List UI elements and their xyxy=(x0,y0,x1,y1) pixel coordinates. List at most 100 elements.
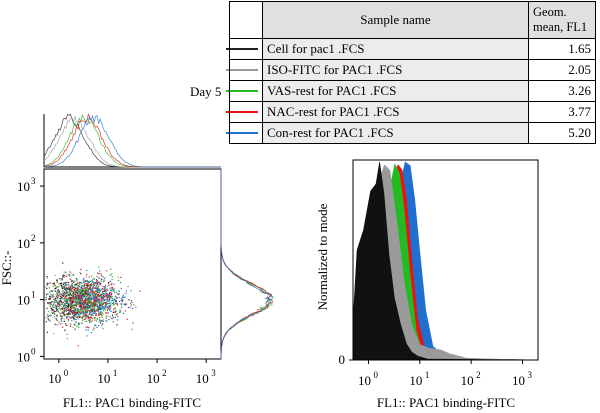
scatter-point xyxy=(69,275,71,277)
scatter-point xyxy=(89,298,91,301)
scatter-point xyxy=(74,324,76,326)
scatter-point xyxy=(61,306,63,308)
scatter-point xyxy=(80,298,83,300)
scatter-point xyxy=(81,299,83,301)
scatter-point xyxy=(83,294,85,296)
scatter-point xyxy=(71,284,73,286)
scatter-point xyxy=(113,307,116,309)
scatter-point xyxy=(55,318,57,320)
overlay-x-axis-label: FL1:: PAC1 binding-FITC xyxy=(377,395,515,410)
scatter-point xyxy=(65,292,67,294)
scatter-point xyxy=(91,291,93,293)
scatter-point xyxy=(92,311,94,313)
scatter-point xyxy=(111,286,113,288)
scatter-point xyxy=(75,303,77,306)
scatter-point xyxy=(97,276,99,278)
scatter-point xyxy=(62,310,64,312)
scatter-point xyxy=(75,295,77,297)
scatter-point xyxy=(96,317,98,320)
scatter-point xyxy=(66,312,68,315)
scatter-point xyxy=(87,288,89,291)
scatter-point xyxy=(102,281,104,283)
y-tick-label: 10 xyxy=(17,236,30,251)
scatter-point xyxy=(71,299,74,301)
scatter-point xyxy=(102,290,104,292)
scatter-point xyxy=(96,289,99,291)
scatter-point xyxy=(89,319,91,321)
scatter-point xyxy=(86,306,88,308)
scatter-point xyxy=(70,302,72,304)
scatter-point xyxy=(49,295,51,297)
scatter-point xyxy=(110,284,112,286)
scatter-point xyxy=(74,301,76,303)
scatter-point xyxy=(88,318,91,320)
scatter-point xyxy=(73,282,75,284)
scatter-point xyxy=(111,288,113,290)
scatter-point xyxy=(72,312,74,314)
scatter-point xyxy=(65,275,67,277)
scatter-point xyxy=(101,288,103,291)
scatter-point xyxy=(64,293,66,295)
scatter-point xyxy=(60,309,62,311)
scatter-point xyxy=(99,321,101,323)
scatter-point xyxy=(122,295,124,297)
scatter-point xyxy=(101,308,103,310)
scatter-point xyxy=(69,304,71,306)
scatter-point xyxy=(110,289,113,292)
scatter-point xyxy=(51,295,53,297)
scatter-point xyxy=(110,295,112,298)
scatter-point xyxy=(115,300,117,302)
scatter-point xyxy=(97,301,99,303)
scatter-point xyxy=(109,289,112,291)
scatter-point xyxy=(113,298,115,300)
scatter-point xyxy=(63,294,65,296)
scatter-point xyxy=(59,304,61,307)
scatter-point xyxy=(64,295,66,297)
scatter-point xyxy=(69,301,71,303)
scatter-point xyxy=(71,310,73,312)
scatter-point xyxy=(81,291,83,293)
scatter-point xyxy=(83,300,85,302)
scatter-point xyxy=(97,310,99,312)
scatter-point xyxy=(90,280,92,282)
scatter-point xyxy=(81,303,84,305)
scatter-point xyxy=(82,316,84,318)
scatter-point xyxy=(74,296,76,298)
scatter-point xyxy=(47,283,49,285)
scatter-point xyxy=(57,289,59,291)
scatter-point xyxy=(57,303,59,305)
scatter-point xyxy=(81,300,83,302)
scatter-point xyxy=(100,320,102,322)
scatter-point xyxy=(69,313,71,315)
scatter-point xyxy=(117,276,119,278)
scatter-point xyxy=(119,281,122,284)
scatter-point xyxy=(59,303,61,305)
scatter-point xyxy=(94,310,96,312)
scatter-point xyxy=(55,305,58,307)
scatter-point xyxy=(82,285,84,287)
scatter-point xyxy=(135,306,137,308)
scatter-point xyxy=(102,297,104,300)
scatter-point xyxy=(65,285,67,287)
scatter-point xyxy=(96,309,98,311)
scatter-point xyxy=(72,300,74,302)
scatter-point xyxy=(104,295,107,297)
scatter-point xyxy=(89,301,92,304)
scatter-point xyxy=(58,285,60,287)
scatter-point xyxy=(81,301,83,303)
scatter-point xyxy=(77,295,79,297)
scatter-point xyxy=(92,329,94,331)
scatter-point xyxy=(130,290,132,292)
scatter-point xyxy=(85,276,87,278)
scatter-point xyxy=(99,290,101,292)
scatter-point xyxy=(98,301,100,304)
scatter-point xyxy=(93,298,95,300)
scatter-point xyxy=(79,306,81,308)
scatter-point xyxy=(55,295,58,297)
scatter-point xyxy=(103,296,106,298)
scatter-point xyxy=(88,300,90,302)
scatter-point xyxy=(82,305,85,307)
scatter-point xyxy=(56,314,58,316)
scatter-point xyxy=(87,308,89,310)
scatter-point xyxy=(67,295,69,297)
